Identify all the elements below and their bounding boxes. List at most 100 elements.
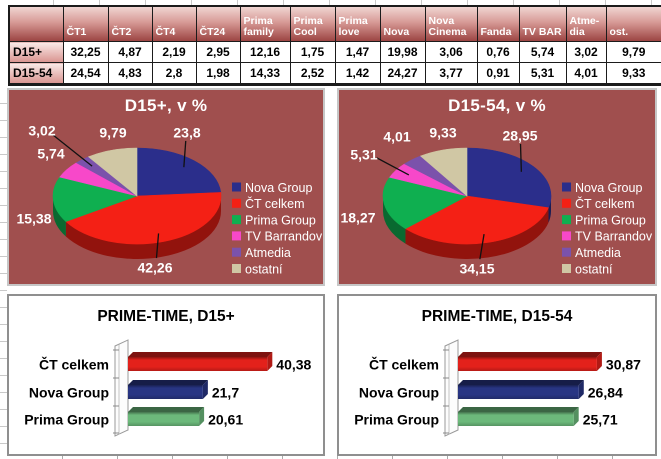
column-header[interactable]: Atme- dia (565, 5, 607, 42)
pie-chart-d15plus[interactable]: 23,8 42,26 15,38 5,74 3,02 9,79 Nova Group ČT c… (7, 88, 325, 286)
legend-label: ČT celkem (245, 196, 305, 211)
bar-chart-primetime-d15-54[interactable]: ČT celkem 30,87 Nova Group 26,84 Prima Group… (337, 294, 657, 456)
pie-slice[interactable] (87, 147, 138, 197)
bar[interactable] (128, 385, 203, 399)
table-cell[interactable]: 2,8 (151, 62, 197, 85)
table-cell[interactable]: 0,91 (476, 62, 520, 85)
label-leader-line (376, 157, 410, 176)
pie-chart-canvas: 28,95 34,15 18,27 5,31 4,01 9,33 Nova GroupČT … (340, 124, 653, 276)
bar-chart-canvas: ČT celkem 30,87 Nova Group 26,84 Prima Group… (354, 339, 641, 437)
legend-swatch (232, 215, 241, 225)
bar[interactable] (458, 412, 574, 426)
table-cell[interactable]: 5,74 (518, 41, 567, 63)
table-cell[interactable]: 3,77 (424, 62, 478, 85)
pie-slice[interactable] (52, 176, 139, 222)
axis-wall (444, 339, 459, 437)
column-header[interactable]: ČT1 (62, 5, 109, 42)
table-cell[interactable]: 1,42 (334, 62, 381, 85)
bar[interactable] (128, 357, 268, 371)
chart-title: D15+, v % (124, 96, 208, 115)
legend-swatch (562, 198, 571, 208)
legend-swatch (232, 198, 241, 208)
table-cell[interactable]: 14,33 (239, 62, 291, 85)
legend-label: Atmedia (245, 246, 291, 260)
column-header[interactable]: TV BAR (518, 5, 567, 42)
pie-slice[interactable] (404, 195, 549, 245)
pie-slice[interactable] (466, 147, 552, 209)
legend-label: ČT celkem (575, 196, 635, 211)
bar[interactable] (458, 357, 597, 371)
pie-chart-d15-54[interactable]: 28,95 34,15 18,27 5,31 4,01 9,33 Nova Group ČT … (337, 88, 657, 286)
bar-end-face (596, 352, 602, 371)
value-label: 25,71 (583, 411, 618, 427)
pie-slice[interactable] (65, 192, 222, 245)
chart-title: PRIME-TIME, D15-54 (421, 308, 573, 325)
bar-end-face (573, 407, 579, 426)
column-header[interactable]: Prima Cool (289, 5, 336, 42)
table-cell[interactable]: 2,19 (151, 41, 197, 63)
table-cell[interactable]: 4,83 (107, 62, 153, 85)
data-label: 5,74 (37, 145, 64, 161)
table-cell[interactable]: 1,75 (289, 41, 336, 63)
label-leader-line (479, 234, 485, 260)
pie-slice[interactable] (382, 177, 468, 230)
column-header[interactable]: ČT24 (195, 5, 241, 42)
table-cell[interactable]: 32,25 (62, 41, 109, 63)
chart-title: D15-54, v % (448, 96, 546, 115)
column-header[interactable]: Nova Cinema (424, 5, 478, 42)
column-header[interactable]: Fanda (476, 5, 520, 42)
bar-end-face (202, 380, 208, 399)
column-header[interactable]: Nova (379, 5, 426, 42)
legend-label: TV Barrandov (575, 230, 653, 244)
table-cell[interactable]: 0,76 (476, 41, 520, 63)
table-cell[interactable]: 1,98 (195, 62, 241, 85)
bar-chart-primetime-d15plus[interactable]: ČT celkem 40,38 Nova Group 21,7 Prima Group 2… (7, 294, 325, 456)
audience-share-table[interactable]: ČT1 ČT2 ČT4 ČT24 Prima family Prima Cool Prima… (8, 5, 661, 86)
column-header[interactable]: ost. (605, 5, 661, 42)
table-cell[interactable]: 24,54 (62, 62, 109, 85)
pie-slice-side (65, 196, 222, 259)
spreadsheet-gridlines-top (8, 0, 661, 5)
pie-slice-side (405, 207, 549, 259)
label-leader-line (519, 143, 523, 172)
legend-swatch (562, 215, 571, 225)
data-label: 9,33 (429, 124, 456, 140)
column-header[interactable] (8, 5, 64, 42)
legend-label: TV Barrandov (245, 230, 323, 244)
table-cell[interactable]: 12,16 (239, 41, 291, 63)
column-header[interactable]: Prima family (239, 5, 291, 42)
label-leader-line (155, 233, 160, 259)
table-cell[interactable]: 3,06 (424, 41, 478, 63)
table-cell[interactable]: 1,47 (334, 41, 381, 63)
spreadsheet-gridlines-left (0, 87, 7, 459)
row-header[interactable]: D15+ (8, 41, 64, 63)
bar[interactable] (128, 412, 200, 426)
column-header[interactable]: ČT4 (151, 5, 197, 42)
data-label: 18,27 (340, 209, 375, 225)
table-cell[interactable]: 9,33 (605, 62, 661, 85)
bar[interactable] (458, 385, 579, 399)
legend-swatch (232, 247, 241, 257)
row-header[interactable]: D15-54 (8, 62, 64, 85)
bar-top-face (128, 380, 208, 385)
table-cell[interactable]: 2,52 (289, 62, 336, 85)
table-cell[interactable]: 2,95 (195, 41, 241, 63)
table-cell[interactable]: 24,27 (379, 62, 426, 85)
label-leader-line (183, 140, 187, 168)
category-label: Nova Group (359, 384, 439, 400)
pie-slice-side (53, 196, 66, 237)
pie-slice[interactable] (419, 147, 468, 197)
table-cell[interactable]: 4,87 (107, 41, 153, 63)
bar-top-face (128, 407, 205, 412)
table-cell[interactable]: 4,01 (565, 62, 607, 85)
table-cell[interactable]: 9,79 (605, 41, 661, 63)
column-header[interactable]: Prima love (334, 5, 381, 42)
table-cell[interactable]: 3,02 (565, 41, 607, 63)
bar-top-face (458, 380, 584, 385)
table-cell[interactable]: 19,98 (379, 41, 426, 63)
table-cell[interactable]: 5,31 (518, 62, 567, 85)
pie-slice[interactable] (136, 147, 222, 197)
column-header[interactable]: ČT2 (107, 5, 153, 42)
category-label: Prima Group (24, 411, 109, 427)
